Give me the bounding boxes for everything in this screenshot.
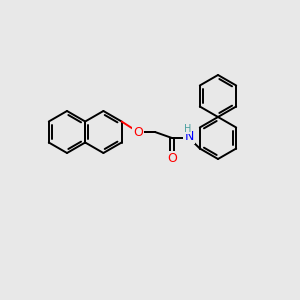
Text: N: N xyxy=(184,130,194,142)
Text: O: O xyxy=(167,152,177,166)
Text: O: O xyxy=(133,125,143,139)
Text: H: H xyxy=(184,124,192,134)
